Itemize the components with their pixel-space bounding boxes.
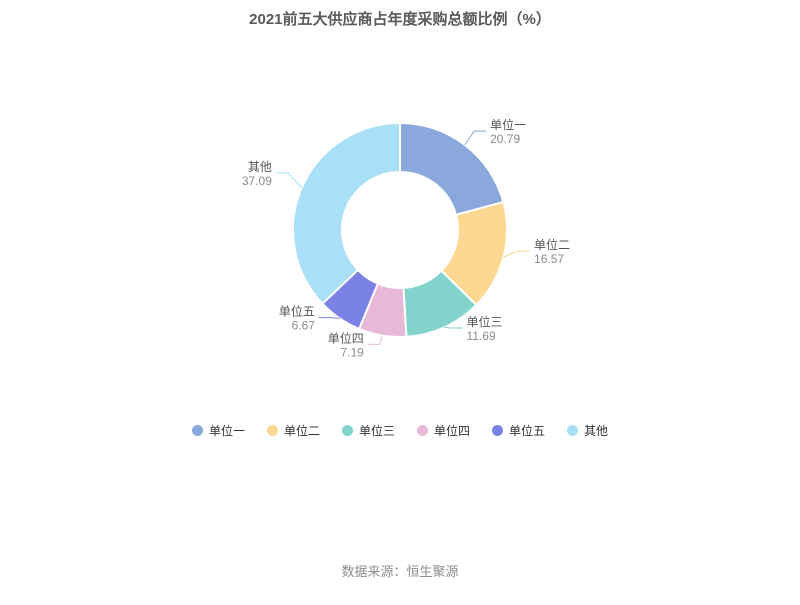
donut-chart: 单位一 20.79 单位二 16.57 单位三 11.69 单位四 7.19 单位五 6.67 其他… <box>242 117 570 359</box>
label-leader-line <box>367 335 383 345</box>
pie-slice-6[interactable] <box>292 122 401 305</box>
legend-item-label: 单位一 <box>208 424 245 438</box>
legend-marker-icon <box>492 425 504 436</box>
data-source: 数据来源：恒生聚源 <box>341 564 459 579</box>
label-leader-line <box>444 326 463 329</box>
slice-label: 单位四 7.19 <box>328 330 364 359</box>
legend-marker-icon <box>266 425 278 436</box>
label-leader-line <box>464 130 487 146</box>
legend-marker-icon <box>417 425 428 436</box>
legend-item-label: 单位四 <box>434 424 471 438</box>
legend-item-5[interactable]: 单位五 <box>492 422 545 439</box>
label-leader-line <box>275 172 303 189</box>
legend-item-1[interactable]: 单位一 <box>191 422 245 439</box>
label-leader-line <box>503 250 531 258</box>
legend-item-4[interactable]: 单位四 <box>417 422 470 439</box>
legend-marker-icon <box>341 425 353 436</box>
legend-item-label: 单位二 <box>283 424 320 438</box>
chart-title: 2021前五大供应商占年度采购总额比例（%） <box>249 11 551 28</box>
legend-item-label: 单位三 <box>358 424 395 438</box>
pie-slice-1[interactable] <box>399 122 505 216</box>
chart-legend: 单位一 单位二 单位三 单位四 单位五 其他 <box>0 422 800 439</box>
legend-item-6[interactable]: 其他 <box>567 422 608 439</box>
legend-item-label: 其他 <box>584 424 609 438</box>
label-leader-line <box>318 317 340 319</box>
legend-item-3[interactable]: 单位三 <box>341 422 395 439</box>
legend-item-label: 单位五 <box>509 424 546 438</box>
slice-label: 单位三 11.69 <box>467 314 503 343</box>
legend-item-2[interactable]: 单位二 <box>266 422 320 439</box>
legend-marker-icon <box>191 425 203 436</box>
slice-label: 单位一 20.79 <box>490 117 526 146</box>
legend-marker-icon <box>567 425 579 436</box>
slice-label: 其他 37.09 <box>242 160 272 188</box>
slice-label: 单位二 16.57 <box>534 237 570 266</box>
slice-label: 单位五 6.67 <box>279 304 315 333</box>
